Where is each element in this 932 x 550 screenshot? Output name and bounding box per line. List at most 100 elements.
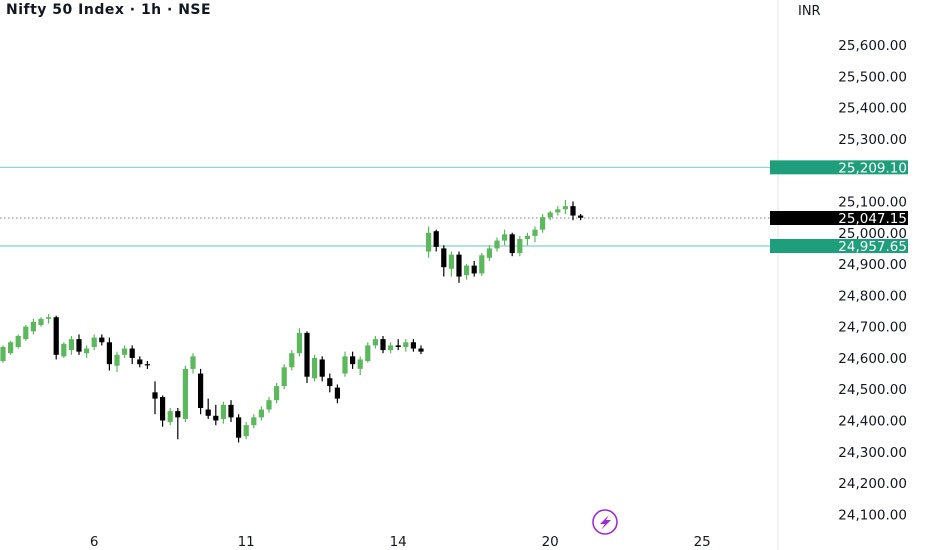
candle-8 — [61, 342, 67, 358]
candle-body-36 — [274, 386, 280, 401]
candle-body-66 — [502, 234, 508, 241]
y-tick-label: 25,500.00 — [838, 69, 907, 85]
candle-body-10 — [76, 339, 82, 352]
candle-28 — [213, 404, 219, 426]
candle-20 — [152, 381, 158, 415]
candle-38 — [289, 350, 295, 371]
y-tick-label: 25,100.00 — [838, 194, 907, 210]
candle-body-32 — [243, 425, 249, 437]
candle-body-50 — [380, 339, 386, 351]
candle-18 — [137, 356, 143, 368]
candle-13 — [99, 334, 105, 346]
candle-6 — [46, 314, 52, 324]
candle-body-21 — [160, 397, 166, 421]
candle-body-22 — [167, 411, 173, 423]
candle-69 — [524, 232, 530, 246]
x-tick-label: 14 — [390, 534, 407, 550]
candle-72 — [547, 210, 553, 221]
candle-43 — [327, 373, 333, 393]
chart-title: Nifty 50 Index · 1h · NSE — [6, 2, 212, 18]
candle-body-71 — [540, 217, 546, 230]
candle-body-45 — [342, 356, 348, 374]
candle-19 — [144, 361, 150, 369]
candle-16 — [122, 345, 128, 358]
candle-body-70 — [532, 229, 538, 236]
y-tick-label: 24,700.00 — [838, 320, 907, 336]
candle-52 — [395, 339, 401, 351]
candle-64 — [486, 245, 492, 261]
candle-9 — [68, 336, 74, 355]
candle-7 — [53, 315, 59, 360]
level-badge-1 — [770, 239, 908, 254]
candle-body-28 — [213, 415, 219, 421]
candle-body-53 — [403, 342, 409, 347]
candle-49 — [372, 336, 378, 349]
candle-body-42 — [319, 359, 325, 377]
price-axis[interactable]: 24,100.00 24,200.00 24,300.00 24,400.00 24,5… — [770, 38, 908, 523]
lightning-bolt-icon[interactable] — [592, 509, 618, 535]
candle-62 — [471, 260, 477, 277]
candle-33 — [251, 414, 257, 429]
candle-39 — [296, 328, 302, 357]
candle-body-64 — [486, 248, 492, 258]
candle-body-52 — [395, 345, 401, 347]
last-price-badge — [770, 211, 908, 226]
y-tick-label: 24,600.00 — [838, 351, 907, 367]
y-tick-label: 25,000.00 — [838, 226, 907, 242]
candle-body-63 — [479, 255, 485, 274]
candle-1 — [8, 340, 14, 355]
candle-body-58 — [441, 248, 447, 268]
candle-59 — [448, 251, 454, 277]
last-price-label: 25,047.15 — [838, 211, 907, 227]
candle-48 — [365, 342, 371, 363]
candle-body-26 — [198, 373, 204, 408]
candle-32 — [243, 422, 249, 440]
candle-body-6 — [46, 317, 52, 319]
candle-58 — [441, 245, 447, 277]
candle-body-61 — [464, 265, 470, 275]
candle-body-67 — [509, 234, 515, 254]
candle-68 — [517, 235, 523, 257]
candle-24 — [182, 365, 188, 423]
candle-42 — [319, 356, 325, 382]
candle-23 — [175, 407, 181, 440]
candle-body-9 — [68, 339, 74, 351]
candle-4 — [30, 318, 36, 335]
candle-36 — [274, 382, 280, 404]
candle-body-34 — [258, 409, 264, 418]
candle-body-74 — [562, 206, 568, 210]
currency-label[interactable]: INR — [798, 4, 821, 19]
candle-46 — [350, 351, 356, 369]
y-tick-label: 24,900.00 — [838, 257, 907, 273]
candle-55 — [418, 345, 424, 355]
candle-47 — [357, 356, 363, 376]
candle-body-13 — [99, 337, 105, 343]
candle-65 — [494, 237, 500, 252]
candle-body-0 — [0, 346, 6, 362]
candle-body-7 — [53, 317, 59, 355]
y-tick-label: 25,600.00 — [838, 38, 907, 54]
x-tick-label: 11 — [238, 534, 255, 550]
candle-35 — [266, 397, 272, 413]
candle-10 — [76, 334, 82, 355]
candle-body-24 — [182, 368, 188, 419]
candle-body-73 — [555, 209, 561, 213]
candle-body-5 — [38, 318, 44, 326]
candle-body-46 — [350, 356, 356, 365]
y-tick-label: 24,400.00 — [838, 413, 907, 429]
x-tick-label: 20 — [542, 534, 559, 550]
candle-14 — [106, 337, 112, 371]
candle-57 — [433, 229, 439, 252]
candle-body-51 — [388, 345, 394, 351]
candle-63 — [479, 253, 485, 276]
time-axis[interactable]: 6 11 14 20 25 — [90, 534, 711, 550]
candle-body-17 — [129, 348, 135, 358]
candle-body-54 — [410, 342, 416, 349]
horizontal-levels — [0, 166, 770, 247]
candle-body-29 — [220, 404, 226, 419]
y-tick-label: 25,300.00 — [838, 132, 907, 148]
candle-61 — [464, 264, 470, 280]
y-tick-label: 24,100.00 — [838, 507, 907, 523]
candle-body-60 — [456, 254, 462, 277]
